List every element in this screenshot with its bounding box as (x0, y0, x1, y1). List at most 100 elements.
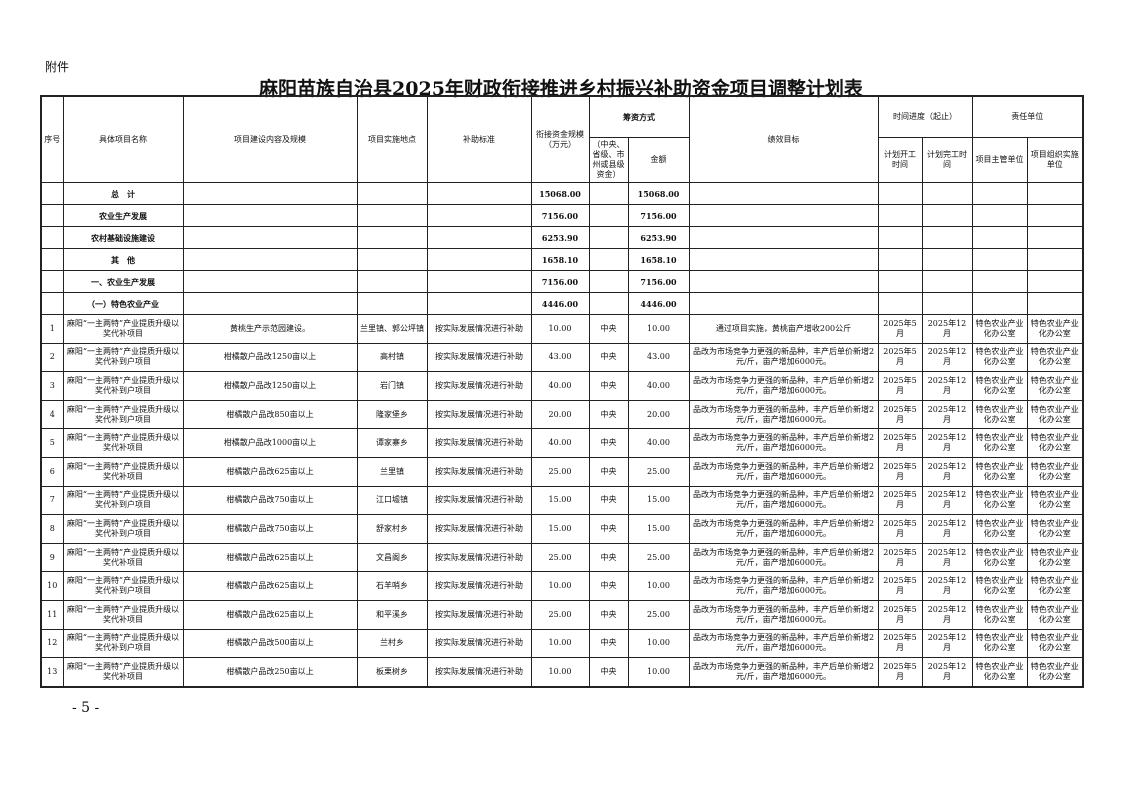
impl-cell (1026, 248, 1084, 271)
table-row: 4 麻阳“一主两特”产业提质升级以奖代补到户项目 柑橘散户品改850亩以上 隆家堡乡按… (40, 399, 1084, 430)
scale-cell: 25.00 (530, 542, 590, 573)
table-row: 2 麻阳“一主两特”产业提质升级以奖代补到户项目 柑橘散户品改1250亩以上 高村镇按… (40, 342, 1084, 373)
impl-cell (1026, 204, 1084, 227)
seq-cell: 9 (40, 542, 64, 573)
scale-cell: 15.00 (530, 514, 590, 544)
scale-cell: 10.00 (530, 314, 590, 344)
dept-cell: 特色农业产业化办公室 (971, 571, 1028, 601)
amount-cell: 10.00 (627, 657, 690, 688)
scale-cell: 10.00 (530, 628, 590, 659)
standard-cell: 按实际发展情况进行补助 (426, 628, 532, 659)
header-end: 计划完工时间 (921, 137, 973, 183)
standard-cell: 按实际发展情况进行补助 (426, 599, 532, 630)
source-cell (588, 204, 629, 227)
seq-cell: 12 (40, 628, 64, 659)
standard-cell (426, 204, 532, 227)
seq-cell: 11 (40, 599, 64, 630)
start-cell: 2025年5月 (877, 342, 923, 373)
scale-cell: 20.00 (530, 399, 590, 430)
location-cell: 板栗树乡 (356, 657, 428, 688)
table-row: 1 麻阳“一主两特”产业提质升级以奖代补项目 黄桃生产示范园建设。 兰里镇、郭公坪镇按… (40, 314, 1084, 344)
amount-cell: 25.00 (627, 599, 690, 630)
table-row: 5 麻阳“一主两特”产业提质升级以奖代补项目 柑橘散户品改1000亩以上 谭家寨乡 按实… (40, 428, 1084, 458)
name-cell: 麻阳“一主两特”产业提质升级以奖代补到户项目 (62, 514, 184, 544)
goal-cell: 品改为市场竞争力更强的新品种，丰产后单价新增2元/斤，亩产增加6000元。 (688, 456, 879, 487)
impl-cell: 特色农业产业化办公室 (1026, 542, 1084, 573)
goal-cell: 品改为市场竞争力更强的新品种，丰产后单价新增2元/斤，亩产增加6000元。 (688, 514, 879, 544)
amount-cell: 15.00 (627, 485, 690, 516)
amount-cell: 40.00 (627, 371, 690, 401)
page-number: - 5 - (72, 700, 100, 716)
impl-cell: 特色农业产业化办公室 (1026, 514, 1084, 544)
end-cell: 2025年12月 (921, 342, 973, 373)
standard-cell: 按实际发展情况进行补助 (426, 399, 532, 430)
goal-cell: 品改为市场竞争力更强的新品种，丰产后单价新增2元/斤，亩产增加6000元。 (688, 342, 879, 373)
name-cell: 麻阳“一主两特”产业提质升级以奖代补项目 (62, 599, 184, 630)
standard-cell: 按实际发展情况进行补助 (426, 571, 532, 601)
name-cell: 麻阳“一主两特”产业提质升级以奖代补到户项目 (62, 371, 184, 401)
goal-cell: 品改为市场竞争力更强的新品种，丰产后单价新增2元/斤，亩产增加6000元。 (688, 628, 879, 659)
standard-cell (426, 292, 532, 315)
dept-cell (971, 226, 1028, 249)
dept-cell (971, 248, 1028, 271)
amount-cell: 15.00 (627, 514, 690, 544)
amount-cell: 1658.10 (627, 248, 690, 271)
end-cell: 2025年12月 (921, 314, 973, 344)
seq-cell (40, 270, 64, 293)
summary-label: 总 计 (62, 182, 184, 205)
seq-cell: 6 (40, 456, 64, 487)
start-cell: 2025年5月 (877, 399, 923, 430)
summary-label: 农业生产发展 (62, 204, 184, 227)
source-cell: 中央 (588, 371, 629, 401)
amount-cell: 25.00 (627, 542, 690, 573)
amount-cell: 25.00 (627, 456, 690, 487)
seq-cell: 13 (40, 657, 64, 688)
amount-cell: 7156.00 (627, 204, 690, 227)
start-cell: 2025年5月 (877, 657, 923, 688)
header-standard: 补助标准 (426, 95, 532, 183)
project-plan-table: 序号 具体项目名称 项目建设内容及规模 项目实施地点 补助标准 衔接资金规模（万… (40, 95, 1084, 688)
impl-cell: 特色农业产业化办公室 (1026, 628, 1084, 659)
content-cell: 柑橘散户品改850亩以上 (182, 399, 358, 430)
start-cell: 2025年5月 (877, 485, 923, 516)
content-cell: 柑橘散户品改625亩以上 (182, 542, 358, 573)
impl-cell: 特色农业产业化办公室 (1026, 599, 1084, 630)
name-cell: 麻阳“一主两特”产业提质升级以奖代补项目 (62, 314, 184, 344)
header-name: 具体项目名称 (62, 95, 184, 183)
end-cell (921, 226, 973, 249)
source-cell: 中央 (588, 428, 629, 458)
content-cell: 柑橘散户品改625亩以上 (182, 456, 358, 487)
end-cell: 2025年12月 (921, 599, 973, 630)
content-cell: 柑橘散户品改1000亩以上 (182, 428, 358, 458)
seq-cell (40, 226, 64, 249)
start-cell (877, 292, 923, 315)
summary-row: 农业生产发展 7156.00 7156.00 (40, 204, 1084, 227)
seq-cell: 2 (40, 342, 64, 373)
content-cell: 柑橘散户品改1250亩以上 (182, 342, 358, 373)
content-cell (182, 292, 358, 315)
source-cell: 中央 (588, 314, 629, 344)
name-cell: 麻阳“一主两特”产业提质升级以奖代补到户项目 (62, 628, 184, 659)
standard-cell: 按实际发展情况进行补助 (426, 657, 532, 688)
seq-cell: 1 (40, 314, 64, 344)
summary-row: （一）特色农业产业 4446.00 4446.00 (40, 292, 1084, 315)
name-cell: 麻阳“一主两特”产业提质升级以奖代补项目 (62, 542, 184, 573)
table-row: 7 麻阳“一主两特”产业提质升级以奖代补到户项目 柑橘散户品改750亩以上 江口墟镇按… (40, 485, 1084, 516)
amount-cell: 7156.00 (627, 270, 690, 293)
standard-cell: 按实际发展情况进行补助 (426, 342, 532, 373)
impl-cell: 特色农业产业化办公室 (1026, 342, 1084, 373)
end-cell: 2025年12月 (921, 371, 973, 401)
location-cell: 高村镇 (356, 342, 428, 373)
start-cell (877, 182, 923, 205)
start-cell (877, 270, 923, 293)
header-responsible: 责任单位 (971, 95, 1084, 138)
table-row: 9 麻阳“一主两特”产业提质升级以奖代补项目 柑橘散户品改625亩以上 文昌阁乡 按实际… (40, 542, 1084, 573)
scale-cell: 40.00 (530, 428, 590, 458)
location-cell (356, 270, 428, 293)
content-cell: 黄桃生产示范园建设。 (182, 314, 358, 344)
goal-cell: 品改为市场竞争力更强的新品种，丰产后单价新增2元/斤，亩产增加6000元。 (688, 428, 879, 458)
header-funding: 筹资方式 (588, 95, 690, 138)
source-cell: 中央 (588, 657, 629, 688)
table-row: 3 麻阳“一主两特”产业提质升级以奖代补到户项目 柑橘散户品改1250亩以上 岩门镇按… (40, 371, 1084, 401)
seq-cell: 5 (40, 428, 64, 458)
